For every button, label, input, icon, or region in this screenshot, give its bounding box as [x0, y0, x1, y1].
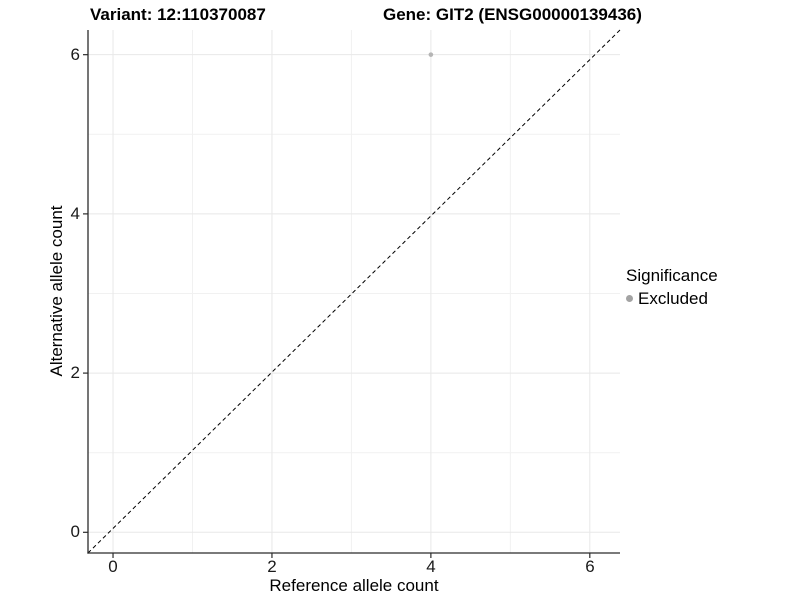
y-tick-label: 4 — [70, 204, 80, 223]
identity-line — [87, 29, 621, 554]
y-tick-label: 6 — [70, 45, 80, 64]
x-tick-label: 4 — [426, 557, 436, 576]
x-tick-label: 0 — [108, 557, 118, 576]
legend-item-label: Excluded — [638, 289, 708, 308]
legend-title: Significance — [626, 266, 718, 285]
legend: Significance Excluded — [626, 266, 718, 308]
scatter-point-excluded — [428, 52, 434, 57]
y-tick-label: 0 — [70, 522, 80, 541]
plot-title-gene: Gene: GIT2 (ENSG00000139436) — [383, 5, 642, 24]
y-tick-label: 2 — [70, 363, 80, 382]
x-axis-title: Reference allele count — [269, 576, 439, 595]
x-tick-label: 6 — [585, 557, 595, 576]
plot-title-variant: Variant: 12:110370087 — [90, 5, 266, 24]
legend-item-excluded: Excluded — [626, 289, 718, 308]
legend-dot-excluded-icon — [626, 295, 633, 302]
x-tick-label: 2 — [267, 557, 277, 576]
y-axis-title: Alternative allele count — [47, 205, 66, 377]
